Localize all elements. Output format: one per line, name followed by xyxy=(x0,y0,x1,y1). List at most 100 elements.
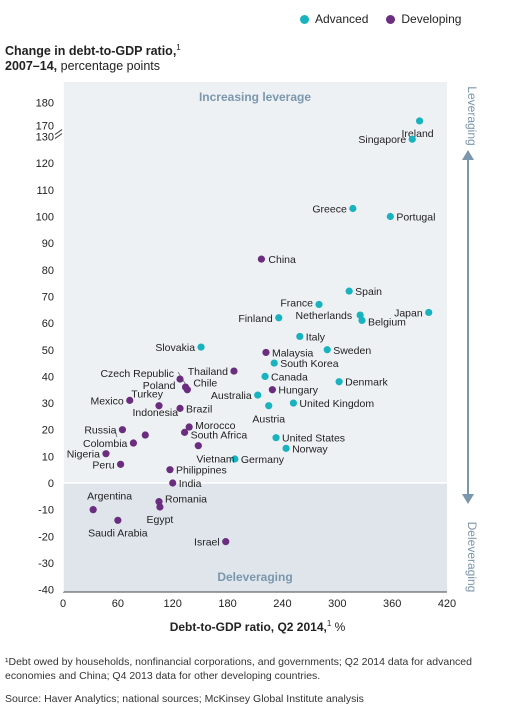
point-developing xyxy=(169,479,177,487)
point-developing xyxy=(141,431,149,439)
point-label: Nigeria xyxy=(67,449,100,461)
point-developing xyxy=(102,450,110,458)
point-advanced xyxy=(197,343,205,351)
y-tick-label: 130 xyxy=(36,132,54,144)
point-advanced xyxy=(315,300,323,309)
source-note: Source: Haver Analytics; national source… xyxy=(5,693,364,705)
point-label: Turkey xyxy=(131,389,163,401)
point-label: Norway xyxy=(292,443,328,455)
point-label: Spain xyxy=(355,286,382,298)
y-tick-label: 60 xyxy=(42,318,54,330)
point-advanced xyxy=(415,117,424,125)
point-developing xyxy=(257,255,265,263)
point-label: India xyxy=(179,478,202,490)
x-tick-label: 420 xyxy=(438,598,456,610)
y-tick-label: 180 xyxy=(36,98,54,110)
point-developing xyxy=(129,439,137,447)
legend: Advanced Developing xyxy=(300,12,461,26)
point-developing xyxy=(89,506,97,514)
y-axis-title: Change in debt-to-GDP ratio,1 2007–14, p… xyxy=(5,40,181,74)
point-label: Morocco xyxy=(195,420,235,432)
axis-break-mark xyxy=(54,129,63,139)
point-label: Mexico xyxy=(90,395,123,407)
point-advanced xyxy=(425,308,433,317)
x-axis-title-unit: % xyxy=(331,620,346,634)
legend-item-developing: Developing xyxy=(386,12,461,26)
point-label: Peru xyxy=(92,459,114,471)
point-advanced xyxy=(282,444,290,452)
point-label: Sweden xyxy=(333,345,371,357)
y-tick-label: -40 xyxy=(38,585,54,597)
point-advanced xyxy=(323,346,331,354)
point-label: Ireland xyxy=(402,128,434,140)
point-label: Canada xyxy=(271,371,308,383)
point-developing xyxy=(262,348,270,357)
point-advanced xyxy=(261,372,269,380)
point-developing xyxy=(155,402,163,410)
point-developing xyxy=(176,375,184,383)
footnote: ¹Debt owed by households, nonfinancial c… xyxy=(5,656,472,682)
x-tick-label: 60 xyxy=(112,598,124,610)
legend-swatch-advanced xyxy=(300,14,309,24)
point-advanced xyxy=(231,455,239,463)
point-label: Germany xyxy=(241,454,285,466)
x-tick-label: 360 xyxy=(383,598,401,610)
point-developing xyxy=(230,367,238,375)
point-developing xyxy=(155,498,163,506)
y-axis-title-bold: Change in debt-to-GDP ratio, xyxy=(5,44,177,59)
point-label: Colombia xyxy=(83,438,128,450)
point-developing xyxy=(222,538,230,546)
point-label: Finland xyxy=(238,313,273,325)
point-label: Portugal xyxy=(396,212,435,224)
point-label: Israel xyxy=(194,537,220,549)
y-tick-label: 90 xyxy=(42,238,54,250)
y-axis-title-sup: 1 xyxy=(176,43,181,52)
point-label: Indonesia xyxy=(133,407,179,419)
y-tick-label: 20 xyxy=(42,425,54,437)
point-label: United States xyxy=(282,433,345,445)
point-developing xyxy=(156,503,164,511)
leader-line-indonesia xyxy=(114,430,118,438)
point-advanced xyxy=(289,399,297,407)
side-arrow-head-up xyxy=(462,150,474,160)
region-label-increasing: Increasing leverage xyxy=(199,90,311,104)
point-label: Australia xyxy=(211,390,252,402)
point-label: Austria xyxy=(252,414,285,426)
x-axis-title-sup: 1 xyxy=(326,619,332,628)
point-label: Malaysia xyxy=(272,347,314,359)
legend-label-developing: Developing xyxy=(401,12,462,26)
point-label: Italy xyxy=(306,331,326,343)
y-tick-label: 110 xyxy=(36,185,54,197)
y-tick-label: 170 xyxy=(36,121,54,133)
x-axis-title: Debt-to-GDP ratio, Q2 2014,1 % xyxy=(0,619,515,634)
point-developing xyxy=(268,386,276,394)
point-advanced xyxy=(254,391,262,399)
point-label: United Kingdom xyxy=(299,398,374,410)
x-axis-title-bold: Debt-to-GDP ratio, Q2 2014, xyxy=(169,620,327,634)
point-developing xyxy=(181,428,189,436)
y-tick-label: 50 xyxy=(42,345,54,357)
y-tick-label: -30 xyxy=(38,558,54,570)
x-tick-label: 240 xyxy=(273,598,291,610)
point-label: Slovakia xyxy=(155,342,195,354)
point-label: Philippines xyxy=(176,465,227,477)
point-label: Czech Republic xyxy=(100,368,174,380)
point-advanced xyxy=(335,378,343,386)
point-label: Japan xyxy=(394,307,423,319)
y-tick-label: 120 xyxy=(36,158,54,170)
point-label: Saudi Arabia xyxy=(88,527,148,539)
region-deleveraging-bg xyxy=(63,483,447,592)
point-developing xyxy=(185,423,193,431)
point-advanced xyxy=(272,434,280,442)
point-label: Romania xyxy=(165,494,207,506)
point-advanced xyxy=(358,316,366,325)
point-developing xyxy=(166,466,174,474)
legend-item-advanced: Advanced xyxy=(300,12,368,26)
point-advanced xyxy=(270,359,278,367)
point-developing xyxy=(117,460,125,468)
point-label: Thailand xyxy=(188,366,228,378)
x-tick-label: 120 xyxy=(164,598,182,610)
y-tick-label: 80 xyxy=(42,265,54,277)
point-label: Egypt xyxy=(146,514,173,526)
